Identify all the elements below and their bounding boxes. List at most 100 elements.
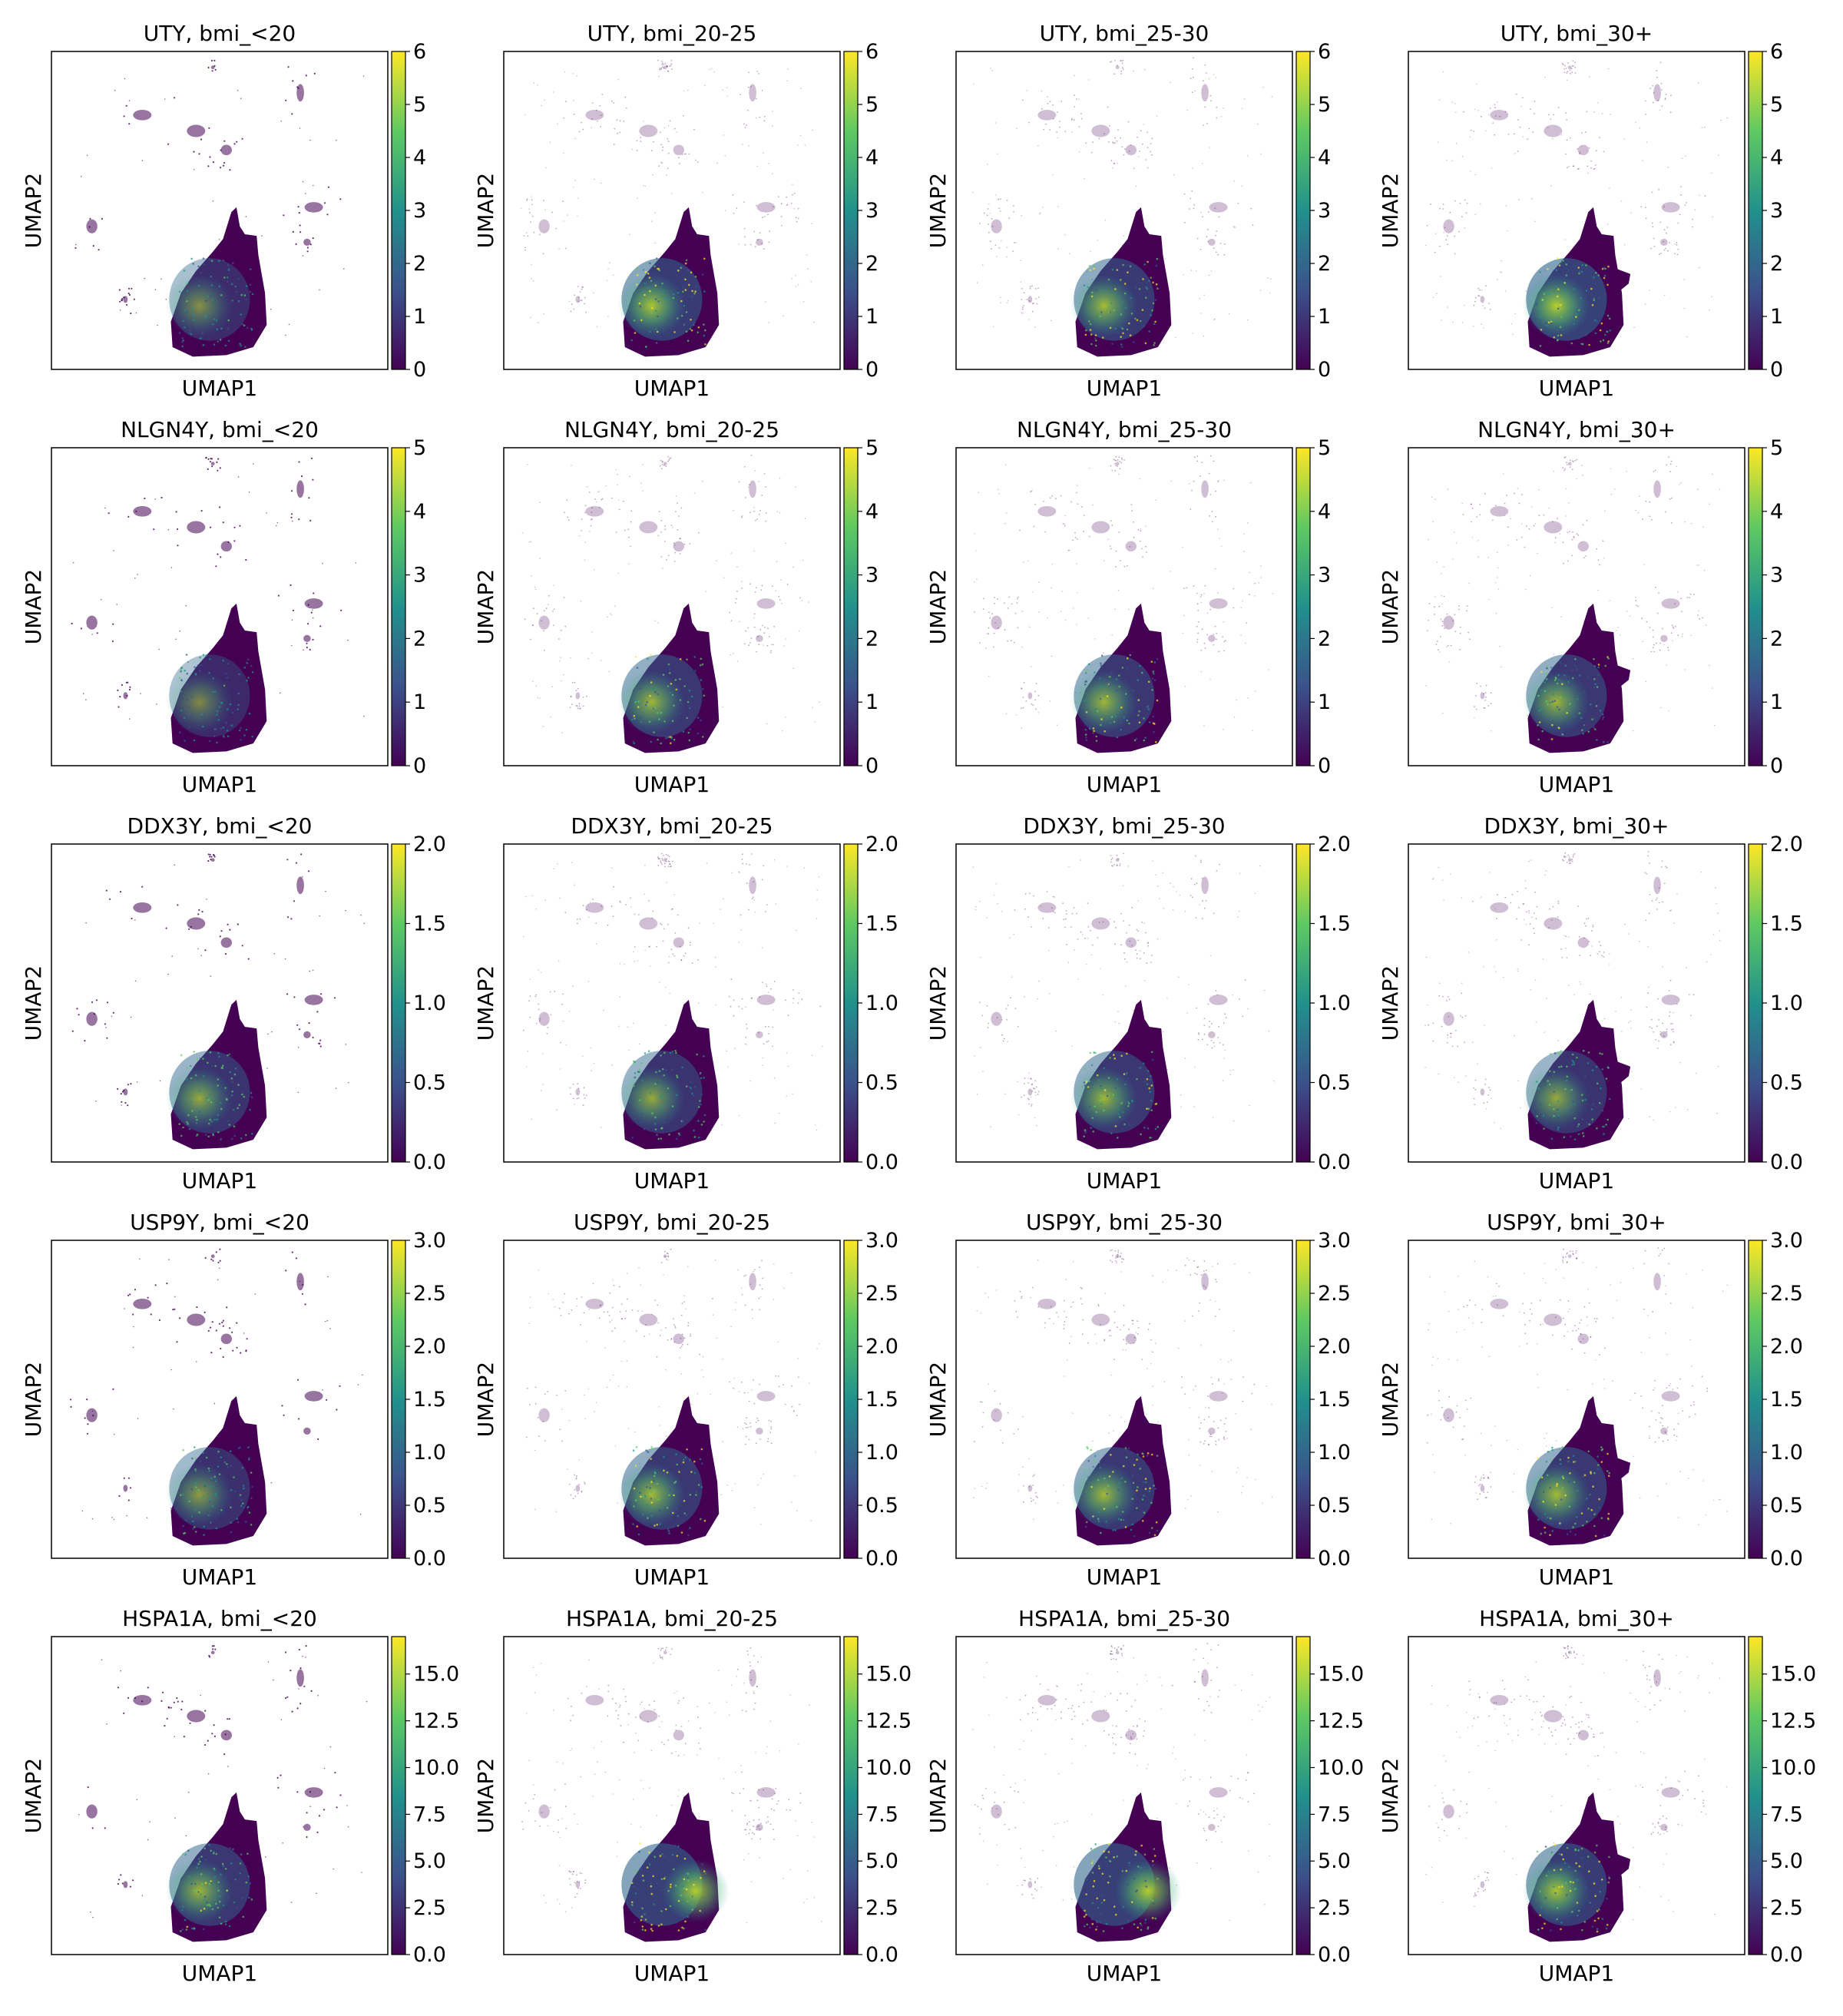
cell-point [1626,611,1628,612]
cell-point [773,1299,774,1300]
cell-point [676,1137,678,1140]
cell-point [667,70,669,72]
cell-point [223,276,226,279]
cell-point [295,1257,297,1260]
cell-point [340,609,342,611]
cell-point [749,1080,751,1082]
cell-point [665,174,667,176]
cell-point [1108,125,1110,127]
cell-point [761,584,763,587]
cell-point [1435,644,1438,645]
cell-point [1511,893,1514,895]
cell-point [600,660,602,661]
cell-point [687,1322,690,1324]
x-axis-label: UMAP1 [1087,772,1163,797]
cell-point [130,1083,132,1085]
cell-point [1204,584,1206,587]
cell-point [537,322,539,324]
cell-point [651,1112,653,1114]
cell-point [85,699,87,700]
cell-point [1667,647,1669,649]
cell-point [123,1477,125,1479]
cell-point [1547,703,1549,706]
cell-point [309,243,312,246]
cell-point [697,326,700,329]
cell-point [1164,257,1166,260]
cell-point [180,679,183,681]
cell-point [742,1428,744,1429]
cell-point [771,585,773,588]
cell-point [217,1131,220,1134]
cell-point [669,992,670,995]
cell-point [652,1448,654,1451]
cell-cluster [639,124,658,137]
cell-point [748,144,749,147]
cell-point [622,500,624,502]
cell-point [568,1011,571,1012]
cell-point [210,975,212,977]
panel-title: UTY, bmi_30+ [1501,21,1653,46]
cell-point [1670,1028,1673,1031]
cell-point [1216,638,1217,641]
cell-point [1196,638,1199,641]
cell-point [1129,265,1132,268]
cell-point [1458,230,1460,233]
cell-point [192,263,194,265]
cell-point [1491,1097,1492,1100]
cell-point [1198,1033,1200,1035]
cell-point [1656,76,1658,78]
cell-point [1027,1078,1029,1079]
cell-point [543,200,544,202]
cell-point [1467,952,1470,953]
cell-point [121,1104,122,1106]
cell-point [618,499,620,501]
colorbar-tick-label: 5 [1770,93,1783,117]
cell-point [1573,1138,1577,1140]
cell-point [618,1025,620,1028]
cell-point [1690,1015,1692,1016]
cell-point [797,217,799,220]
cell-point [592,1283,594,1285]
cell-point [1136,929,1138,931]
cell-cluster [123,1088,128,1096]
cell-point [1247,697,1249,699]
cell-point [1639,127,1641,129]
cell-point [764,627,766,628]
cell-point [1027,1097,1029,1100]
cell-point [1599,941,1600,943]
cell-point [687,927,690,929]
cell-point [1603,558,1605,559]
cell-point [743,227,746,230]
cell-point [548,594,550,597]
cell-point [1649,515,1651,518]
cell-point [759,1524,762,1525]
panel-title: UTY, bmi_20-25 [587,21,757,46]
cell-point [276,525,277,527]
cell-point [286,859,289,861]
cell-point [1016,602,1018,604]
cell-point [563,117,565,119]
cell-point [190,696,193,698]
cell-point [298,1418,300,1420]
cell-point [1443,231,1444,233]
cell-point [1052,895,1054,898]
cell-cluster [639,521,658,534]
cell-point [1140,319,1142,323]
cell-point [535,685,537,687]
cell-point [1178,976,1180,978]
cell-point [241,945,243,947]
cell-cluster [1443,219,1454,233]
cell-point [1255,690,1256,692]
cell-point [524,895,527,898]
cell-point [635,283,638,286]
cell-point [200,138,203,141]
cell-point [1254,582,1256,584]
cell-point [773,1263,775,1265]
cell-point [1684,204,1686,206]
cell-point [1464,1041,1465,1044]
cell-point [1017,1428,1019,1430]
cell-point [1469,638,1471,641]
cell-point [592,292,594,294]
colorbar-tick-label: 1.5 [865,912,898,936]
cell-point [198,1090,201,1093]
